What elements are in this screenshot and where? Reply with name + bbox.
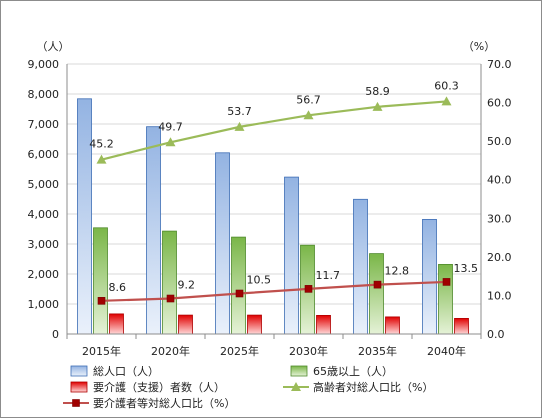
data-point [235, 289, 244, 298]
data-label: 56.7 [296, 93, 321, 106]
right-axis-unit: （%） [463, 40, 495, 53]
data-label: 9.2 [178, 279, 196, 292]
right-tick-label: 50.0 [487, 135, 512, 148]
bar [93, 227, 108, 335]
right-tick-label: 60.0 [487, 97, 512, 110]
data-label: 11.7 [316, 269, 341, 282]
legend-swatch [70, 365, 88, 377]
bar [422, 218, 437, 335]
legend-label: 要介護者等対総人口比（%） [93, 396, 235, 410]
data-point [234, 121, 245, 131]
data-label: 13.5 [454, 262, 479, 275]
left-axis-unit: （人） [37, 40, 70, 53]
data-point [442, 278, 451, 286]
data-label: 60.3 [434, 79, 459, 92]
data-point [372, 101, 383, 111]
left-tick-label: 5,000 [28, 178, 60, 191]
series-line [101, 280, 447, 302]
right-tick-label: 40.0 [487, 174, 512, 187]
x-tick-label: 2035年 [358, 344, 397, 358]
data-point [166, 294, 175, 303]
right-tick-label: 20.0 [487, 251, 512, 264]
data-point [97, 297, 106, 305]
bar [353, 198, 368, 335]
bar [162, 230, 177, 335]
legend-swatch [290, 365, 308, 377]
right-tick-label: 70.0 [487, 58, 512, 71]
bar [316, 314, 331, 335]
x-tick-label: 2020年 [151, 344, 190, 358]
data-label: 49.7 [158, 120, 183, 133]
left-tick-label: 1,000 [28, 298, 60, 311]
x-tick-label: 2015年 [82, 344, 121, 358]
legend-label: 要介護（支援）者数（人） [93, 380, 225, 394]
right-tick-label: 30.0 [487, 212, 512, 225]
left-tick-label: 4,000 [28, 208, 60, 221]
bar [215, 152, 230, 335]
legend-label: 高齢者対総人口比（%） [313, 380, 433, 394]
left-tick-label: 2,000 [28, 268, 60, 281]
legend-marker [72, 399, 80, 407]
bar [146, 126, 161, 335]
data-label: 45.2 [89, 138, 114, 151]
data-label: 12.8 [385, 265, 410, 278]
legend-label: 65歳以上（人） [313, 365, 393, 378]
bar [385, 316, 400, 335]
series-line [101, 100, 447, 161]
x-tick-label: 2040年 [427, 344, 466, 358]
left-tick-label: 8,000 [28, 88, 60, 101]
bar [77, 98, 92, 335]
right-tick-label: 0.0 [487, 328, 505, 341]
bar [284, 176, 299, 335]
bar [247, 314, 262, 335]
legend-marker [291, 382, 301, 391]
data-point [441, 96, 452, 106]
bar [231, 236, 246, 335]
bar [178, 314, 193, 335]
right-tick-label: 10.0 [487, 289, 512, 302]
left-tick-label: 9,000 [28, 58, 60, 71]
bar [438, 263, 453, 335]
bar [369, 253, 384, 335]
bar [109, 313, 124, 335]
legend: 総人口（人） 65歳以上（人） 要介護（支援）者数（人） 高齢者対総人口比（%） 要介護… [63, 364, 433, 410]
data-point [373, 280, 382, 289]
legend-label: 総人口（人） [93, 364, 159, 378]
legend-swatch [70, 381, 88, 393]
data-point [96, 154, 107, 164]
left-tick-label: 6,000 [28, 148, 60, 161]
x-tick-label: 2025年 [220, 344, 259, 358]
left-tick-label: 3,000 [28, 238, 60, 251]
data-point [165, 137, 176, 147]
data-label: 53.7 [227, 105, 252, 118]
data-point [304, 285, 313, 293]
data-point [303, 110, 314, 120]
left-tick-label: 7,000 [28, 118, 60, 131]
bar [454, 317, 469, 335]
data-label: 58.9 [365, 85, 390, 98]
x-tick-label: 2030年 [289, 344, 328, 358]
data-label: 10.5 [247, 274, 272, 287]
left-tick-label: 0 [52, 328, 59, 341]
data-label: 8.6 [109, 281, 127, 294]
